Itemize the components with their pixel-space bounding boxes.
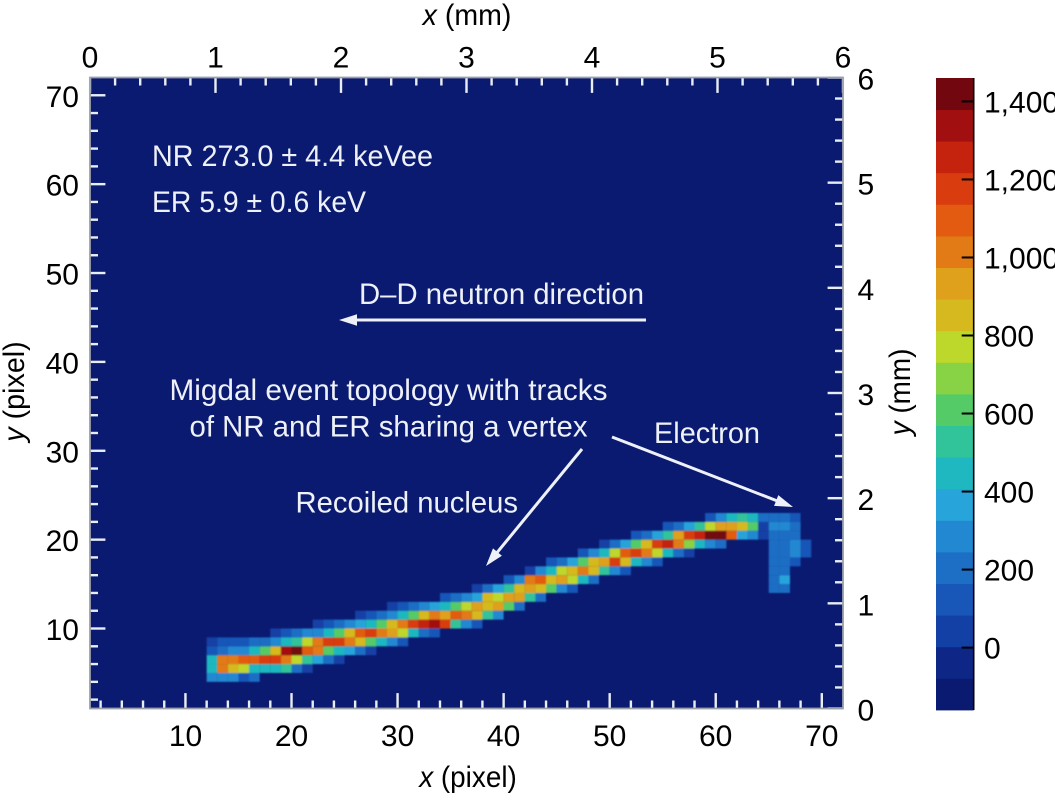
svg-text:0: 0	[82, 42, 99, 75]
svg-text:1,200: 1,200	[984, 165, 1055, 198]
svg-text:400: 400	[984, 477, 1034, 510]
svg-text:800: 800	[984, 321, 1034, 354]
svg-text:70: 70	[805, 720, 838, 753]
svg-text:of NR and ER sharing a vertex: of NR and ER sharing a vertex	[190, 411, 588, 444]
svg-text:0: 0	[984, 633, 1001, 666]
svg-text:30: 30	[381, 720, 414, 753]
svg-text:x (pixel): x (pixel)	[417, 761, 516, 794]
svg-text:20: 20	[275, 720, 308, 753]
svg-text:10: 10	[46, 614, 79, 647]
svg-text:70: 70	[46, 81, 79, 114]
svg-text:4: 4	[584, 42, 601, 75]
svg-text:D–D neutron direction: D–D neutron direction	[359, 278, 644, 311]
svg-text:Migdal event topology with tra: Migdal event topology with tracks	[170, 374, 608, 407]
svg-text:40: 40	[46, 347, 79, 380]
svg-text:1,000: 1,000	[984, 243, 1055, 276]
svg-text:60: 60	[699, 720, 732, 753]
svg-text:6: 6	[858, 64, 875, 97]
svg-text:6: 6	[835, 42, 852, 75]
svg-text:30: 30	[46, 436, 79, 469]
svg-text:200: 200	[984, 555, 1034, 588]
svg-text:y (pixel): y (pixel)	[0, 341, 31, 443]
svg-text:Recoiled nucleus: Recoiled nucleus	[296, 487, 519, 520]
svg-text:50: 50	[46, 259, 79, 292]
svg-text:Electron: Electron	[654, 417, 760, 450]
svg-text:50: 50	[593, 720, 626, 753]
svg-text:2: 2	[333, 42, 350, 75]
svg-text:5: 5	[858, 169, 875, 202]
svg-text:1,400: 1,400	[984, 86, 1055, 119]
svg-text:4: 4	[858, 274, 875, 307]
svg-text:5: 5	[709, 42, 726, 75]
svg-text:NR 273.0 ± 4.4 keVee: NR 273.0 ± 4.4 keVee	[152, 140, 433, 173]
svg-text:40: 40	[487, 720, 520, 753]
svg-text:1: 1	[858, 589, 875, 622]
svg-text:0: 0	[858, 695, 875, 728]
svg-text:ER 5.9 ± 0.6 keV: ER 5.9 ± 0.6 keV	[152, 186, 366, 219]
svg-text:60: 60	[46, 170, 79, 203]
svg-text:x (mm): x (mm)	[421, 0, 512, 32]
svg-text:20: 20	[46, 525, 79, 558]
svg-text:10: 10	[169, 720, 202, 753]
svg-text:600: 600	[984, 399, 1034, 432]
svg-text:1: 1	[207, 42, 224, 75]
svg-text:3: 3	[458, 42, 475, 75]
svg-text:3: 3	[858, 379, 875, 412]
svg-text:2: 2	[858, 484, 875, 517]
svg-text:y (mm): y (mm)	[884, 349, 917, 438]
